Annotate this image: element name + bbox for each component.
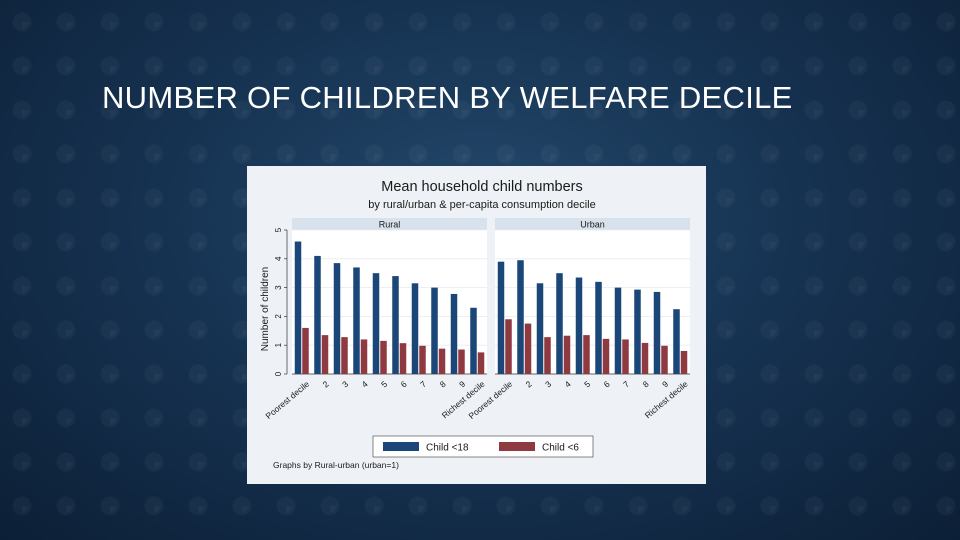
bar-child-under-6 (544, 337, 551, 374)
x-tick-label: 8 (438, 379, 448, 390)
bar-child-under-18 (353, 267, 360, 374)
bar-child-under-6 (399, 343, 407, 374)
y-tick-label: 1 (274, 342, 283, 347)
x-tick-label: 3 (340, 379, 350, 390)
legend-swatch (499, 442, 535, 451)
plot-area (495, 230, 690, 374)
bar-child-under-6 (341, 337, 348, 374)
bar-child-under-6 (524, 323, 532, 374)
legend-label: Child <6 (542, 443, 579, 454)
x-tick-label: 3 (543, 379, 553, 390)
y-tick-label: 0 (274, 371, 283, 376)
bar-child-under-18 (470, 307, 477, 374)
bar-child-under-6 (661, 345, 668, 374)
bar-child-under-18 (556, 273, 563, 374)
x-tick-label: 5 (379, 379, 389, 390)
bar-child-under-6 (302, 327, 309, 374)
panel-strip (495, 218, 690, 230)
x-tick-label: Poorest decile (264, 379, 312, 421)
bar-child-under-6 (419, 345, 426, 374)
plot-area (292, 230, 487, 374)
bar-child-under-18 (333, 263, 341, 374)
bar-child-under-18 (411, 283, 419, 374)
bar-child-under-18 (653, 291, 661, 374)
x-tick-label: 9 (660, 379, 670, 390)
chart-subtitle: by rural/urban & per-capita consumption … (368, 199, 595, 211)
bar-child-under-6 (438, 348, 446, 374)
chart-note: Graphs by Rural-urban (urban=1) (273, 460, 399, 470)
x-tick-label: 6 (399, 379, 409, 390)
bar-child-under-18 (517, 260, 524, 374)
x-tick-label: 4 (360, 379, 370, 390)
bar-child-under-18 (450, 293, 458, 374)
bar-child-under-18 (392, 276, 399, 374)
bar-child-under-18 (294, 241, 302, 374)
bar-child-under-6 (477, 352, 485, 374)
bar-child-under-6 (321, 335, 329, 374)
bar-child-under-6 (360, 339, 368, 374)
bar-child-under-18 (614, 287, 622, 374)
bar-child-under-18 (536, 283, 544, 374)
slide-title: NUMBER OF CHILDREN BY WELFARE DECILE (102, 80, 793, 115)
bar-child-under-18 (372, 273, 380, 374)
bar-child-under-18 (595, 281, 602, 374)
panel-strip-label: Rural (379, 220, 401, 230)
bar-child-under-6 (458, 349, 465, 374)
bar-child-under-6 (622, 339, 629, 374)
panel-strip-label: Urban (580, 220, 605, 230)
chart-legend: Child <18 Child <6 (372, 435, 594, 458)
bar-child-under-6 (602, 338, 610, 374)
x-tick-label: 6 (602, 379, 612, 390)
chart-title: Mean household child numbers (381, 179, 583, 195)
x-tick-label: 9 (457, 379, 467, 390)
x-tick-label: 2 (321, 379, 331, 390)
legend-swatch (383, 442, 419, 451)
y-tick-label: 4 (274, 256, 283, 261)
bar-child-under-18 (575, 277, 583, 374)
bar-child-under-6 (563, 335, 571, 374)
bar-child-under-18 (673, 309, 680, 374)
x-tick-label: 2 (524, 379, 534, 390)
x-tick-label: 5 (582, 379, 592, 390)
bar-chart: Mean household child numbers by rural/ur… (260, 179, 690, 470)
y-tick-label: 2 (274, 314, 283, 319)
bar-child-under-18 (314, 255, 321, 374)
x-tick-label: 7 (621, 379, 631, 390)
bar-child-under-18 (431, 287, 438, 374)
legend-box (372, 435, 594, 458)
x-tick-label: 4 (563, 379, 573, 390)
bar-child-under-6 (680, 350, 688, 374)
legend-label: Child <18 (426, 443, 469, 454)
y-axis-label: Number of children (260, 267, 271, 351)
x-tick-label: 7 (418, 379, 428, 390)
bar-child-under-18 (497, 261, 505, 374)
panel-strip (292, 218, 487, 230)
y-tick-label: 5 (274, 227, 283, 232)
bar-child-under-6 (641, 342, 649, 374)
bar-child-under-18 (634, 289, 641, 374)
bar-child-under-6 (505, 319, 512, 374)
bar-child-under-6 (380, 340, 387, 374)
x-tick-label: 8 (641, 379, 651, 390)
chart-card: Mean household child numbers by rural/ur… (247, 166, 706, 484)
y-tick-label: 3 (274, 285, 283, 290)
bar-child-under-6 (583, 335, 590, 374)
